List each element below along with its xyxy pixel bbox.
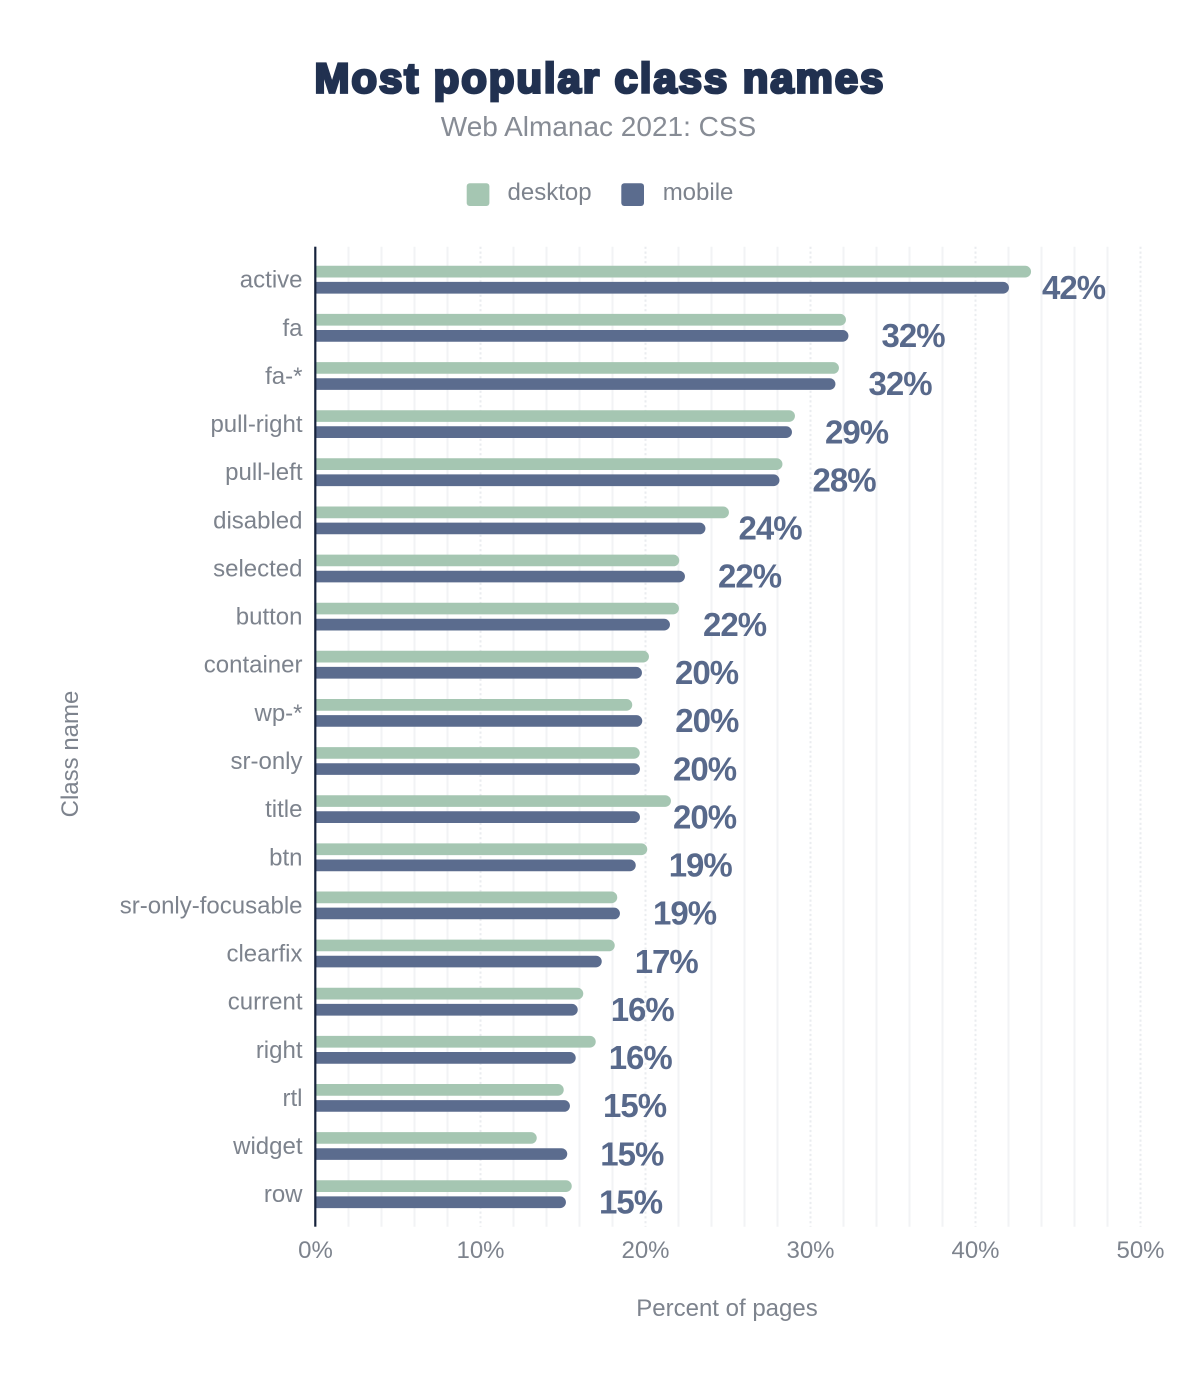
svg-text:40%: 40% bbox=[951, 1237, 999, 1264]
svg-text:30%: 30% bbox=[786, 1237, 834, 1264]
svg-text:button: button bbox=[236, 604, 303, 631]
svg-text:sr-only-focusable: sr-only-focusable bbox=[120, 892, 303, 919]
svg-text:current: current bbox=[228, 989, 303, 1016]
svg-text:15%: 15% bbox=[600, 1135, 664, 1172]
svg-text:32%: 32% bbox=[882, 317, 946, 354]
svg-text:17%: 17% bbox=[635, 943, 699, 980]
svg-text:24%: 24% bbox=[739, 510, 803, 547]
svg-text:42%: 42% bbox=[1042, 269, 1106, 306]
svg-text:widget: widget bbox=[232, 1133, 303, 1160]
svg-text:19%: 19% bbox=[669, 847, 733, 884]
svg-text:Percent of pages: Percent of pages bbox=[636, 1295, 817, 1322]
svg-text:btn: btn bbox=[269, 844, 302, 871]
svg-text:fa: fa bbox=[282, 315, 303, 342]
svg-text:15%: 15% bbox=[599, 1183, 663, 1220]
svg-text:active: active bbox=[240, 267, 303, 294]
svg-text:29%: 29% bbox=[825, 413, 889, 450]
svg-text:wp-*: wp-* bbox=[253, 700, 302, 727]
svg-text:sr-only: sr-only bbox=[230, 748, 302, 775]
svg-text:fa-*: fa-* bbox=[265, 363, 302, 390]
svg-text:32%: 32% bbox=[869, 365, 933, 402]
svg-text:disabled: disabled bbox=[213, 507, 302, 534]
svg-text:20%: 20% bbox=[621, 1237, 669, 1264]
svg-text:50%: 50% bbox=[1116, 1237, 1164, 1264]
svg-text:20%: 20% bbox=[673, 750, 737, 787]
svg-text:19%: 19% bbox=[653, 895, 717, 932]
svg-text:title: title bbox=[265, 796, 302, 823]
svg-text:22%: 22% bbox=[703, 606, 767, 643]
svg-text:20%: 20% bbox=[675, 654, 739, 691]
svg-text:15%: 15% bbox=[603, 1087, 667, 1124]
svg-text:right: right bbox=[256, 1037, 303, 1064]
svg-text:28%: 28% bbox=[813, 462, 877, 499]
svg-text:mobile: mobile bbox=[663, 179, 734, 206]
svg-text:16%: 16% bbox=[609, 1039, 673, 1076]
svg-text:Most popular class names: Most popular class names bbox=[315, 55, 886, 102]
svg-text:0%: 0% bbox=[298, 1237, 333, 1264]
svg-text:desktop: desktop bbox=[508, 179, 592, 206]
svg-text:container: container bbox=[204, 652, 303, 679]
svg-text:row: row bbox=[264, 1181, 303, 1208]
svg-text:selected: selected bbox=[213, 556, 302, 583]
svg-text:20%: 20% bbox=[675, 702, 739, 739]
svg-text:Web Almanac 2021: CSS: Web Almanac 2021: CSS bbox=[441, 111, 756, 142]
svg-text:clearfix: clearfix bbox=[226, 941, 302, 968]
svg-text:pull-right: pull-right bbox=[210, 411, 302, 438]
svg-text:pull-left: pull-left bbox=[225, 459, 303, 486]
svg-text:20%: 20% bbox=[673, 798, 737, 835]
svg-text:Class name: Class name bbox=[57, 691, 84, 818]
svg-text:10%: 10% bbox=[456, 1237, 504, 1264]
svg-text:16%: 16% bbox=[611, 991, 675, 1028]
svg-text:22%: 22% bbox=[718, 558, 782, 595]
svg-text:rtl: rtl bbox=[283, 1085, 303, 1112]
